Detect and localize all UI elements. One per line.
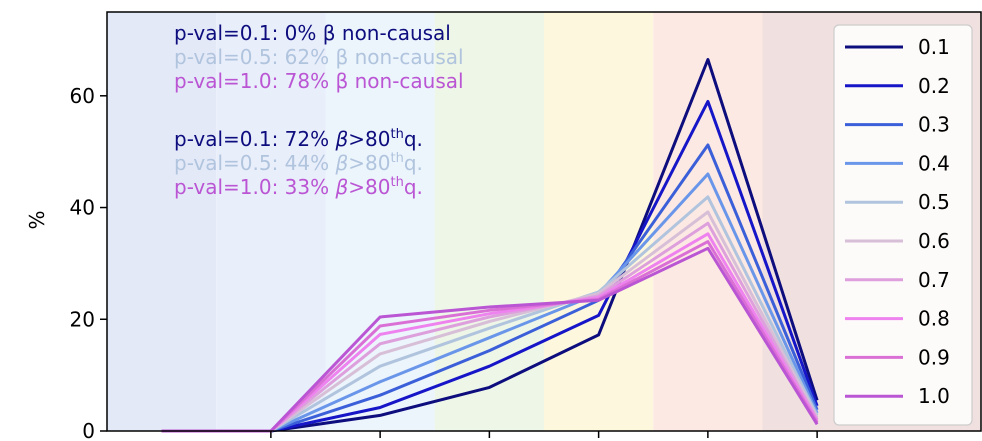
legend: 0.1 0.2 0.3 0.4 0.5 0.6 0.7 0.8 0.9 1.0: [833, 24, 973, 426]
legend-label-0.7: 0.7: [918, 268, 950, 292]
background-band-4: [544, 12, 654, 431]
background-band-0: [107, 12, 217, 431]
background-band-1: [216, 12, 326, 431]
y-tick-label: 20: [70, 307, 95, 331]
legend-label-1.0: 1.0: [918, 384, 950, 408]
annotation-noncausal: p-val=0.5: 62% β non-causal: [174, 45, 464, 69]
annotation-noncausal: p-val=0.1: 0% β non-causal: [174, 21, 451, 45]
y-tick-label: 60: [70, 84, 95, 108]
legend-label-0.5: 0.5: [918, 190, 950, 214]
annotation-noncausal: p-val=1.0: 78% β non-causal: [174, 69, 464, 93]
background-band-5: [653, 12, 763, 431]
y-axis-label: %: [25, 210, 49, 229]
legend-label-0.2: 0.2: [918, 74, 950, 98]
annotation-quantile: p-val=1.0: 33% β>80thq.: [174, 175, 423, 199]
legend-label-0.4: 0.4: [918, 151, 950, 175]
legend-label-0.6: 0.6: [918, 229, 950, 253]
y-tick-label: 40: [70, 196, 95, 220]
background-band-3: [434, 12, 544, 431]
legend-label-0.3: 0.3: [918, 113, 950, 137]
axes: % 0 20 40 60: [25, 11, 982, 441]
legend-label-0.1: 0.1: [918, 35, 950, 59]
annotation-quantile: p-val=0.1: 72% β>80thq.: [174, 127, 423, 151]
plot-frame: [106, 11, 982, 432]
annotation-quantile: p-val=0.5: 44% β>80thq.: [174, 151, 423, 175]
y-tick-label: 0: [82, 419, 95, 441]
legend-label-0.9: 0.9: [918, 345, 950, 369]
legend-label-0.8: 0.8: [918, 307, 950, 331]
